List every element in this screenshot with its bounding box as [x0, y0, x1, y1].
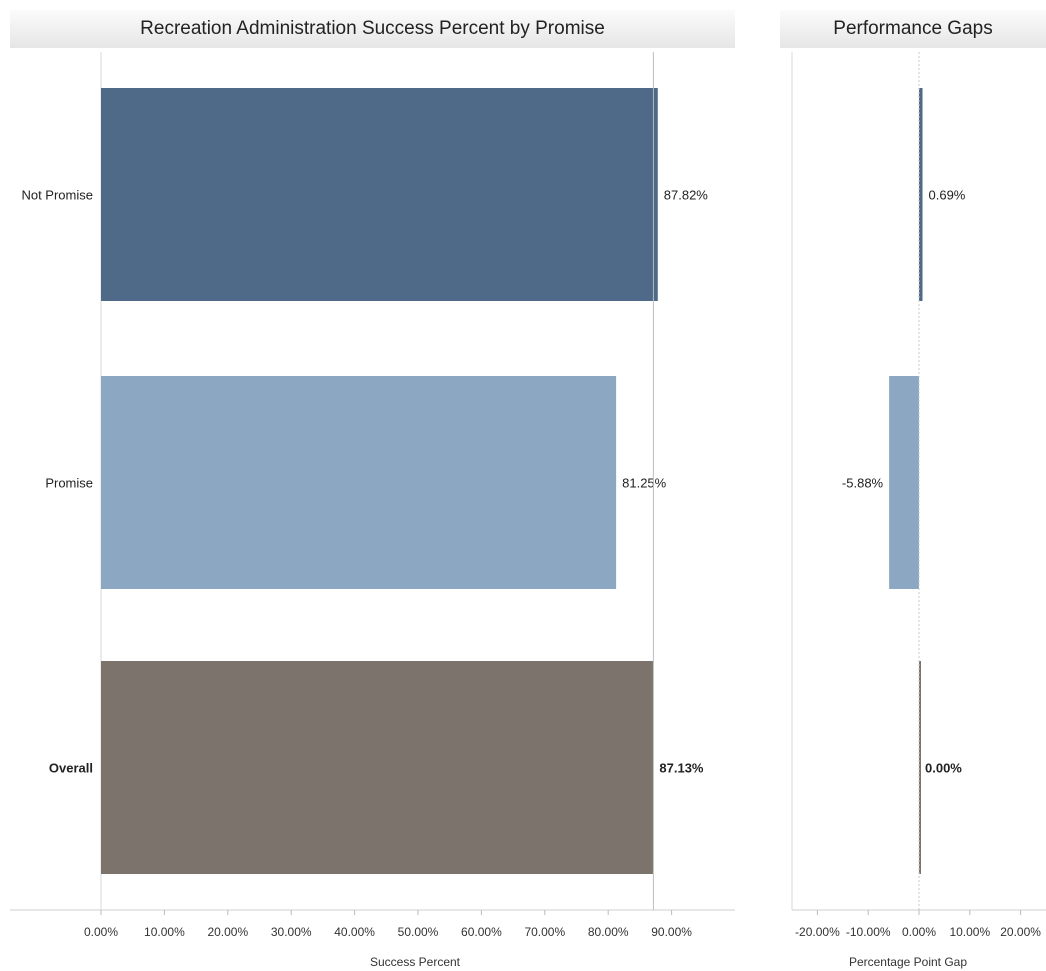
category-label-overall: Overall — [49, 761, 93, 776]
success-x-tick-label: 90.00% — [651, 925, 692, 939]
success-x-tick-label: 0.00% — [84, 925, 118, 939]
gap-bar-promise — [889, 376, 919, 589]
gap-bar-overall — [919, 661, 921, 874]
success-x-tick-label: 20.00% — [207, 925, 248, 939]
success-x-axis-title: Success Percent — [370, 955, 461, 969]
success-value-label-overall: 87.13% — [659, 761, 704, 776]
gap-x-tick-label: 10.00% — [949, 925, 990, 939]
gap-bar-not-promise — [919, 88, 923, 301]
success-value-label-promise: 81.25% — [622, 476, 667, 491]
success-x-tick-label: 10.00% — [144, 925, 185, 939]
gap-value-label-overall: 0.00% — [925, 761, 962, 776]
category-label-promise: Promise — [45, 476, 93, 491]
success-bar-not-promise — [101, 88, 658, 301]
success-value-label-not-promise: 87.82% — [664, 188, 709, 203]
success-x-tick-label: 80.00% — [588, 925, 629, 939]
category-label-not-promise: Not Promise — [21, 188, 93, 203]
success-x-tick-label: 30.00% — [271, 925, 312, 939]
success-bar-overall — [101, 661, 654, 874]
success-x-tick-label: 50.00% — [398, 925, 439, 939]
gap-x-axis-title: Percentage Point Gap — [849, 955, 967, 969]
gap-value-label-not-promise: 0.69% — [929, 188, 966, 203]
success-x-tick-label: 70.00% — [524, 925, 565, 939]
gap-x-tick-label: 20.00% — [1000, 925, 1041, 939]
gap-x-tick-label: 0.00% — [902, 925, 936, 939]
success-bar-promise — [101, 376, 617, 589]
gap-x-tick-label: -20.00% — [795, 925, 840, 939]
success-x-tick-label: 60.00% — [461, 925, 502, 939]
chart-title-success-percent: Recreation Administration Success Percen… — [10, 10, 735, 48]
chart-title-performance-gaps: Performance Gaps — [780, 10, 1046, 48]
success-x-tick-label: 40.00% — [334, 925, 375, 939]
gap-value-label-promise: -5.88% — [842, 476, 884, 491]
gap-x-tick-label: -10.00% — [846, 925, 891, 939]
